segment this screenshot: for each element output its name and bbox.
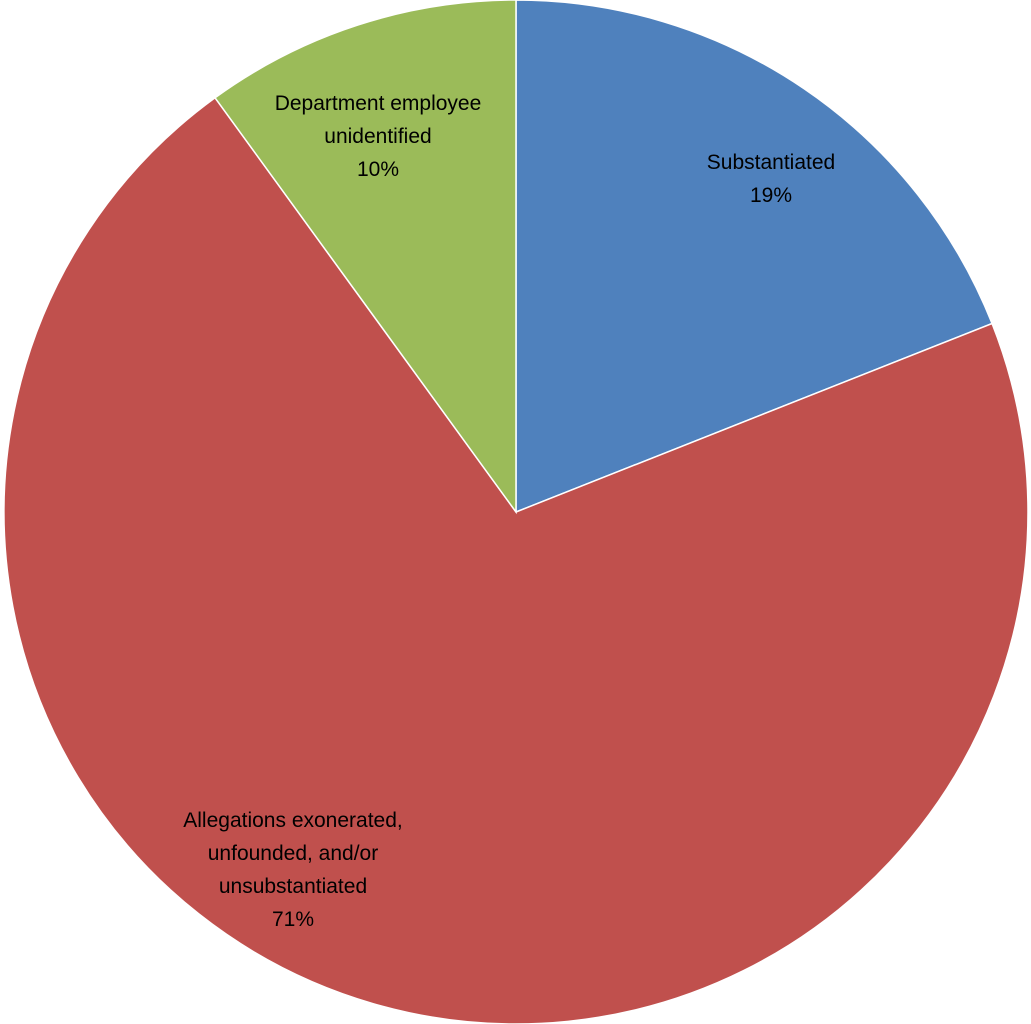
pie-slice-label-1: Allegations exonerated, unfounded, and/or… <box>183 809 403 931</box>
pie-slices <box>3 0 1029 1024</box>
pie-slice-label-0: Substantiated 19% <box>707 151 835 207</box>
pie-slice-percent: 71% <box>272 908 314 931</box>
pie-slice-percent: 10% <box>357 158 399 181</box>
pie-slice-label-2: Department employee unidentified 10% <box>275 92 482 181</box>
pie-slice-label-line: unfounded, and/or <box>208 842 378 865</box>
pie-slice-label-line: unsubstantiated <box>219 875 367 898</box>
pie-slice-label-line: Department employee <box>275 92 482 115</box>
pie-slice-2 <box>214 0 517 515</box>
pie-slice-label-line: Substantiated <box>707 151 835 174</box>
pie-slice-label-line: unidentified <box>324 125 431 148</box>
pie-slice-percent: 19% <box>750 184 792 207</box>
pie-slice-0 <box>515 0 994 514</box>
pie-labels: Substantiated 19% Allegations exonerated, u… <box>183 92 835 931</box>
pie-slice-1 <box>3 96 1029 1024</box>
pie-slice-label-line: Allegations exonerated, <box>183 809 403 832</box>
